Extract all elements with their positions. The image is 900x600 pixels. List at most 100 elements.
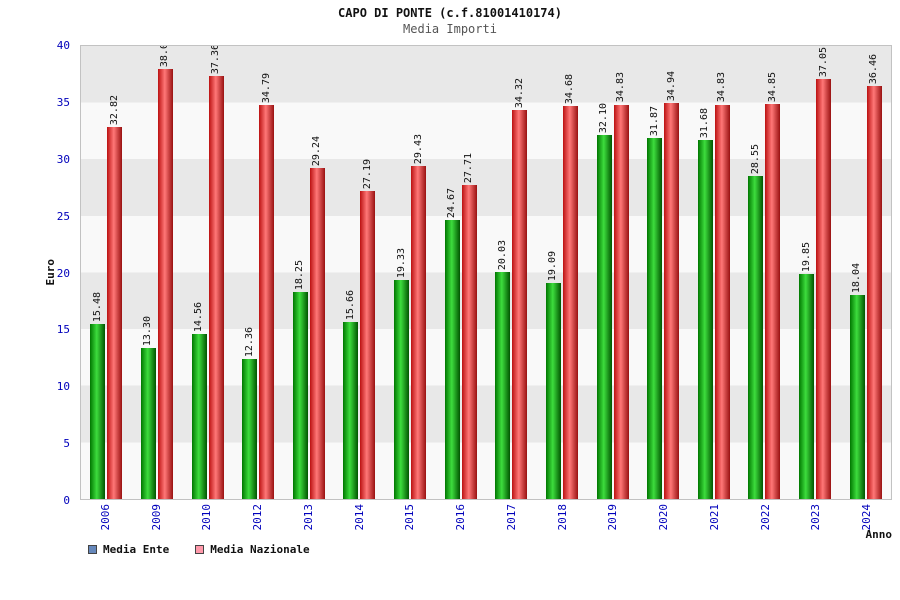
bar-value-label: 31.68 xyxy=(699,108,711,139)
legend-swatch-media-nazionale xyxy=(195,545,205,554)
bar-group: 20.03 34.32 xyxy=(486,46,537,499)
bar-value-label: 14.56 xyxy=(193,302,205,333)
x-label-cell: 2017 xyxy=(486,504,537,552)
bar-column: 19.85 xyxy=(799,46,815,499)
y-tick-label: 10 xyxy=(56,380,70,394)
bar-media-ente xyxy=(849,294,865,499)
bar-media-nazionale xyxy=(411,165,427,499)
bar-column: 34.83 xyxy=(714,46,730,499)
bar-media-ente xyxy=(444,219,460,499)
bar-value-label: 34.68 xyxy=(564,74,576,105)
bar-column: 38.00 xyxy=(157,46,173,499)
bar-media-nazionale xyxy=(157,68,173,499)
category-label: 2013 xyxy=(301,504,315,531)
bar-value-label: 32.10 xyxy=(598,103,610,134)
bar-media-ente xyxy=(748,175,764,499)
bar-column: 29.24 xyxy=(309,46,325,499)
bar-column: 15.48 xyxy=(90,46,106,499)
bar-group: 13.30 38.00 xyxy=(132,46,183,499)
bar-group: 19.33 29.43 xyxy=(385,46,436,499)
bar-group: 15.48 32.82 xyxy=(81,46,132,499)
bar-media-ente xyxy=(596,135,612,499)
bar-media-ente xyxy=(140,348,156,499)
y-tick-label: 20 xyxy=(56,266,70,280)
bar-column: 27.71 xyxy=(461,46,477,499)
x-label-cell: 2016 xyxy=(435,504,486,552)
category-label: 2023 xyxy=(809,504,823,531)
bar-group: 18.04 36.46 xyxy=(840,46,891,499)
y-axis: 0 5 10 15 20 25 30 35 40 xyxy=(0,40,76,506)
bar-group: 32.10 34.83 xyxy=(587,46,638,499)
category-label: 2014 xyxy=(352,504,366,531)
bar-media-nazionale xyxy=(866,86,882,499)
bar-group: 31.68 34.83 xyxy=(689,46,740,499)
bar-column: 34.68 xyxy=(562,46,578,499)
bar-column: 18.04 xyxy=(849,46,865,499)
bar-column: 37.05 xyxy=(816,46,832,499)
bar-value-label: 34.83 xyxy=(716,72,728,103)
bar-group: 28.55 34.85 xyxy=(739,46,790,499)
bar-media-nazionale xyxy=(107,127,123,499)
bar-value-label: 24.67 xyxy=(446,187,458,218)
x-label-cell: 2018 xyxy=(537,504,588,552)
bar-value-label: 29.43 xyxy=(412,133,424,164)
bar-value-label: 13.30 xyxy=(142,316,154,347)
legend-item-media-nazionale: Media Nazionale xyxy=(195,543,310,556)
y-tick-label: 0 xyxy=(63,494,70,507)
y-tick-label: 40 xyxy=(56,39,70,52)
x-axis-label: Anno xyxy=(865,528,893,541)
plot-groups: 15.48 32.82 13.30 38.00 14.56 37.36 12.36 34.79… xyxy=(81,46,891,499)
bar-media-ente xyxy=(292,292,308,499)
bar-media-nazionale xyxy=(360,191,376,499)
bar-column: 18.25 xyxy=(292,46,308,499)
bar-value-label: 34.79 xyxy=(260,72,272,104)
bar-group: 14.56 37.36 xyxy=(182,46,233,499)
bar-media-ente xyxy=(647,138,663,499)
bar-media-nazionale xyxy=(461,185,477,499)
bar-value-label: 36.46 xyxy=(868,53,880,85)
bar-column: 36.46 xyxy=(866,46,882,499)
bar-column: 14.56 xyxy=(191,46,207,499)
bar-value-label: 19.33 xyxy=(395,247,407,279)
bar-media-nazionale xyxy=(714,104,730,499)
bar-media-ente xyxy=(191,334,207,499)
bar-media-ente xyxy=(495,272,511,499)
bar-column: 28.55 xyxy=(748,46,764,499)
bar-media-nazionale xyxy=(512,110,528,499)
bar-column: 37.36 xyxy=(208,46,224,499)
bar-media-nazionale xyxy=(259,105,275,499)
chart-title: CAPO DI PONTE (c.f.81001410174) xyxy=(338,6,562,20)
category-label: 2012 xyxy=(251,504,265,531)
x-label-cell: 2022 xyxy=(740,504,791,552)
y-tick-label: 35 xyxy=(56,95,70,109)
bar-value-label: 27.19 xyxy=(361,158,373,190)
plot-area: 15.48 32.82 13.30 38.00 14.56 37.36 12.36 34.79… xyxy=(80,45,892,500)
bar-media-nazionale xyxy=(613,104,629,499)
bar-column: 20.03 xyxy=(495,46,511,499)
legend-label-media-ente: Media Ente xyxy=(103,543,170,556)
bar-value-label: 31.87 xyxy=(648,105,660,137)
bar-column: 34.94 xyxy=(664,46,680,499)
y-tick-label: 30 xyxy=(56,152,70,166)
legend-label-media-nazionale: Media Nazionale xyxy=(210,543,310,556)
bar-group: 19.85 37.05 xyxy=(790,46,841,499)
bar-media-nazionale xyxy=(816,79,832,499)
category-label: 2018 xyxy=(555,504,569,531)
category-label: 2022 xyxy=(758,504,772,531)
bar-column: 19.33 xyxy=(394,46,410,499)
bar-column: 31.87 xyxy=(647,46,663,499)
category-label: 2006 xyxy=(98,504,112,531)
y-axis-label-text: Euro xyxy=(43,259,57,286)
bar-value-label: 29.24 xyxy=(311,135,323,166)
bar-media-ente xyxy=(545,282,561,499)
bar-column: 24.67 xyxy=(444,46,460,499)
category-label: 2020 xyxy=(657,504,671,531)
bar-group: 15.66 27.19 xyxy=(334,46,385,499)
bar-media-ente xyxy=(343,321,359,499)
bar-value-label: 32.82 xyxy=(108,95,120,126)
bar-value-label: 37.05 xyxy=(817,47,829,78)
bar-value-label: 15.66 xyxy=(344,289,356,320)
x-label-cell: 2019 xyxy=(588,504,639,552)
legend-swatch-media-ente xyxy=(88,545,97,554)
